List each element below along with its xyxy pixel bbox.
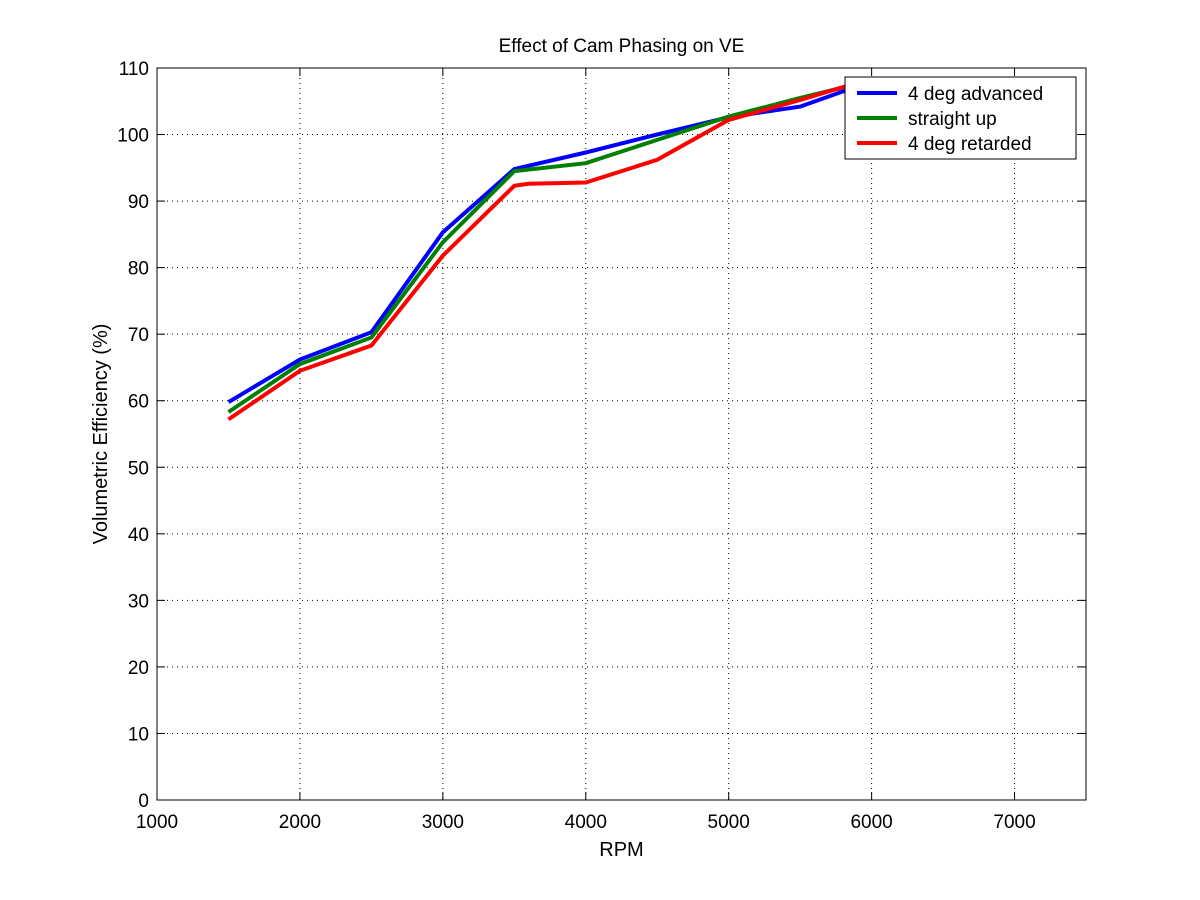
x-tick-label: 5000	[708, 812, 750, 833]
y-tick-label: 110	[119, 59, 149, 80]
y-tick-label: 50	[128, 458, 149, 479]
y-tick-label: 70	[128, 325, 149, 346]
y-tick-label: 80	[128, 259, 149, 280]
series-line-1	[227, 78, 873, 414]
axis-ticks: 1000 2000 3000 4000 5000 6000 7000 0 10 20 30 40 50 6…	[117, 59, 1086, 833]
axes-frame	[156, 67, 1087, 801]
y-tick-label: 60	[128, 392, 149, 413]
grid-lines	[157, 68, 1086, 800]
legend-label-0: 4 deg advanced	[908, 84, 1043, 105]
chart-title: Effect of Cam Phasing on VE	[499, 36, 745, 57]
legend-box	[844, 76, 1077, 160]
x-tick-label: 7000	[993, 812, 1035, 833]
series-lines	[227, 76, 873, 422]
legend-label-1: straight up	[908, 109, 997, 130]
y-tick-label: 90	[128, 192, 149, 213]
x-tick-label: 2000	[279, 812, 321, 833]
x-tick-label: 6000	[850, 812, 892, 833]
y-tick-label: 10	[128, 724, 149, 745]
legend: 4 deg advanced straight up 4 deg retarded	[844, 76, 1077, 160]
y-tick-label: 100	[117, 126, 149, 147]
x-axis-label: RPM	[599, 839, 643, 861]
y-axis-label: Volumetric Efficiency (%)	[90, 324, 112, 545]
plot-area	[157, 68, 1086, 800]
x-tick-label: 3000	[422, 812, 464, 833]
series-line-2	[227, 76, 873, 422]
y-tick-label: 0	[138, 791, 149, 812]
x-tick-label: 1000	[136, 812, 178, 833]
y-tick-label: 40	[128, 525, 149, 546]
x-tick-label: 4000	[565, 812, 607, 833]
y-tick-label: 30	[128, 591, 149, 612]
y-tick-label: 20	[128, 658, 149, 679]
legend-label-2: 4 deg retarded	[908, 134, 1032, 155]
